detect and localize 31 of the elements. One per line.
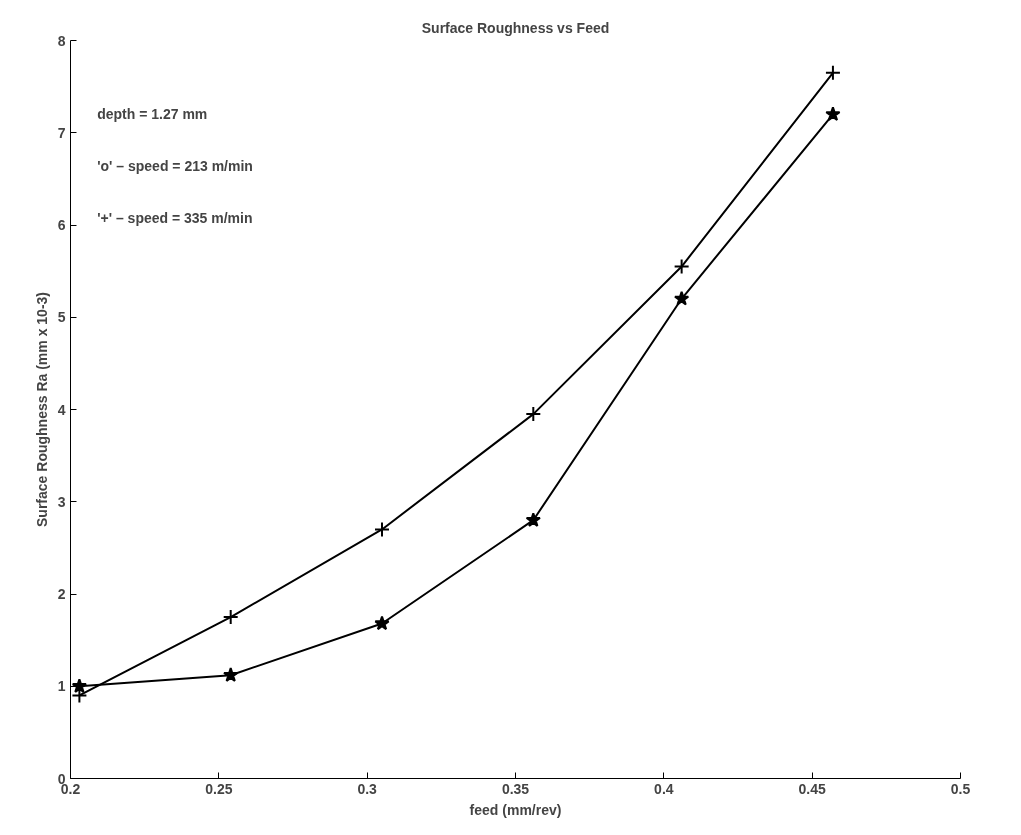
x-tick-label: 0.45 [798, 780, 826, 797]
annotation: 'o' – speed = 213 m/min [97, 157, 253, 174]
point [525, 512, 541, 527]
annotation: depth = 1.27 mm [97, 106, 208, 123]
x-tick-label: 0.35 [501, 780, 530, 797]
point [71, 678, 88, 693]
point [824, 64, 841, 81]
point [374, 615, 390, 631]
annotation: '+' – speed = 335 m/min [97, 209, 253, 226]
x-tick-label: 0.3 [357, 780, 378, 797]
x-axis-title: feed (mm/rev) [469, 801, 562, 818]
y-tick-label: 4 [57, 401, 66, 418]
point [374, 521, 390, 538]
y-tick-label: 2 [57, 586, 66, 602]
point [223, 667, 239, 682]
y-tick-label: 5 [57, 309, 66, 326]
y-tick-label: 3 [57, 493, 66, 510]
y-tick-label: 6 [57, 217, 66, 233]
point [222, 609, 239, 626]
point [673, 258, 690, 275]
x-tick-label: 0.4 [654, 780, 674, 797]
point [825, 106, 841, 121]
y-tick-label: 7 [57, 124, 66, 141]
point [525, 406, 542, 423]
y-tick-label: 8 [57, 32, 66, 49]
y-tick-label: 1 [57, 678, 66, 695]
x-tick-label: 0.5 [950, 780, 971, 797]
point [673, 290, 690, 306]
x-tick-label: 0.25 [205, 780, 233, 797]
y-axis-title: Surface Roughness Ra (mm x 10-3) [33, 292, 50, 527]
chart-title: Surface Roughness vs Feed [421, 19, 610, 36]
